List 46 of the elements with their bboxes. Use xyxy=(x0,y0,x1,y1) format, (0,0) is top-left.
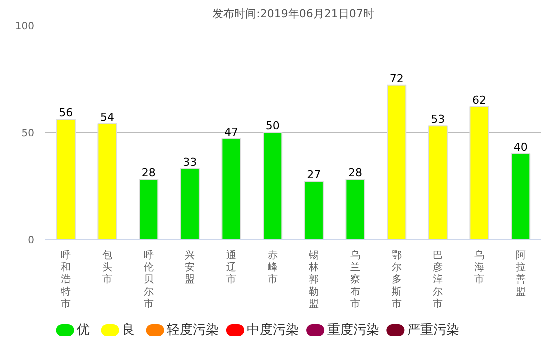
bar xyxy=(139,179,159,240)
data-label: 28 xyxy=(348,166,362,180)
chart-title: 发布时间:2019年06月21日07时 xyxy=(212,8,374,20)
data-label: 62 xyxy=(472,94,486,107)
bar xyxy=(470,106,490,240)
bar xyxy=(511,153,531,240)
data-label: 40 xyxy=(514,140,528,154)
x-tick-label: 包头市 xyxy=(102,250,112,286)
data-label: 27 xyxy=(307,168,322,182)
bar xyxy=(304,181,324,240)
x-tick-label: 通辽市 xyxy=(226,250,236,286)
data-label: 50 xyxy=(266,120,280,132)
x-tick-label: 锡林郭勒盟 xyxy=(308,250,320,310)
data-label: 28 xyxy=(142,166,156,180)
x-tick-label: 阿拉善盟 xyxy=(516,250,526,298)
x-tick-label: 鄂尔多斯市 xyxy=(392,250,402,310)
bar xyxy=(98,123,118,240)
y-tick-label: 100 xyxy=(15,22,35,32)
data-label: 47 xyxy=(224,126,238,139)
bar xyxy=(387,84,407,240)
data-label: 56 xyxy=(59,106,74,120)
y-tick-label: 0 xyxy=(28,236,35,246)
data-label: 33 xyxy=(183,156,198,169)
x-tick-label: 巴彦淖尔市 xyxy=(433,250,444,310)
legend-label: 轻度污染 xyxy=(167,322,220,338)
bar xyxy=(346,179,366,240)
x-tick-label: 乌海市 xyxy=(474,250,484,286)
bar xyxy=(180,168,200,240)
bar xyxy=(428,126,448,240)
x-tick-label: 乌兰察布市 xyxy=(350,250,360,310)
x-tick-label: 呼伦贝尔市 xyxy=(144,250,154,310)
bar xyxy=(263,132,283,240)
legend-label: 中度污染 xyxy=(247,322,300,338)
bar xyxy=(56,119,76,240)
legend-label: 严重污染 xyxy=(407,323,460,338)
bar xyxy=(222,138,242,240)
data-label: 72 xyxy=(390,72,404,86)
legend-label: 良 xyxy=(122,323,136,338)
legend-label: 重度污染 xyxy=(327,322,380,338)
legend-label: 优 xyxy=(77,323,90,338)
x-tick-label: 兴安盟 xyxy=(185,250,196,286)
x-tick-label: 赤峰市 xyxy=(268,250,278,286)
y-tick-label: 50 xyxy=(22,128,35,140)
x-tick-label: 呼和浩特市 xyxy=(61,250,72,310)
data-label: 54 xyxy=(100,110,114,124)
data-label: 53 xyxy=(431,113,446,126)
